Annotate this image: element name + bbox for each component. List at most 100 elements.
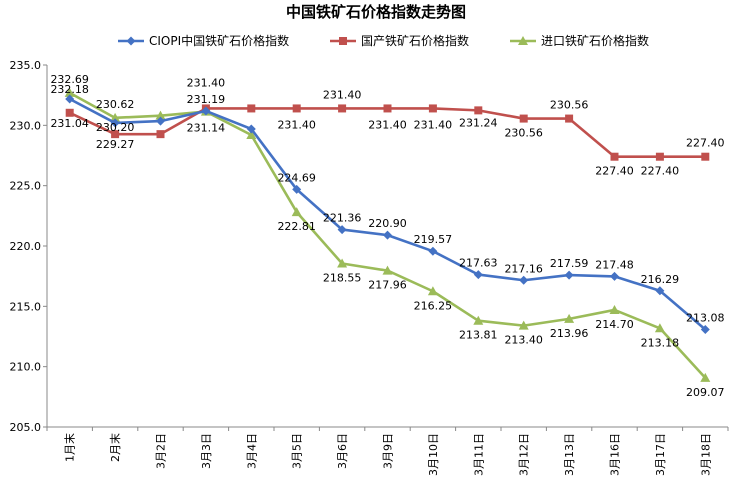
- x-tick-label: 3月6日: [336, 433, 349, 469]
- legend-item: CIOPI中国铁矿石价格指数: [118, 33, 289, 48]
- data-label: 214.70: [595, 318, 634, 331]
- data-label: 232.18: [50, 83, 89, 96]
- data-point: [564, 313, 575, 323]
- data-label: 230.56: [550, 99, 589, 112]
- data-label: 209.07: [686, 386, 725, 399]
- legend-item: 国产铁矿石价格指数: [330, 33, 469, 48]
- x-tick-label: 3月9日: [382, 433, 395, 469]
- y-tick-label: 235.0: [10, 59, 42, 72]
- data-label: 231.24: [459, 116, 498, 129]
- data-point: [564, 270, 574, 280]
- data-point: [428, 104, 437, 113]
- x-tick-label: 1月末: [63, 433, 77, 462]
- legend-label: 国产铁矿石价格指数: [361, 33, 469, 48]
- data-label: 231.40: [368, 118, 407, 131]
- data-label: 220.90: [368, 217, 407, 230]
- data-label: 231.04: [50, 117, 89, 130]
- data-point: [246, 129, 257, 139]
- data-label: 217.48: [595, 258, 634, 271]
- y-tick-label: 215.0: [10, 300, 42, 313]
- data-point: [700, 325, 710, 335]
- data-point: [518, 320, 529, 330]
- x-tick-label: 3月18日: [699, 433, 712, 476]
- data-point: [247, 104, 256, 113]
- data-label: 231.40: [277, 118, 316, 131]
- data-label: 227.40: [595, 165, 634, 178]
- x-tick-label: 3月16日: [609, 433, 622, 476]
- data-point: [337, 225, 347, 235]
- y-tick-label: 210.0: [10, 361, 42, 374]
- data-label: 230.20: [96, 121, 135, 134]
- x-tick-label: 2月末: [108, 433, 122, 462]
- data-label: 213.08: [686, 312, 725, 325]
- data-label: 213.40: [504, 334, 543, 347]
- data-label: 213.81: [459, 329, 498, 342]
- series-0: [65, 94, 710, 335]
- data-point: [428, 246, 438, 256]
- data-label: 217.59: [550, 257, 589, 270]
- data-label: 231.14: [187, 122, 226, 135]
- y-tick-label: 230.0: [10, 119, 42, 132]
- data-label: 219.57: [414, 233, 453, 246]
- data-point: [383, 104, 392, 113]
- data-point: [474, 106, 483, 115]
- chart-title: 中国铁矿石价格指数走势图: [286, 3, 466, 21]
- data-label: 213.18: [641, 336, 680, 349]
- data-point: [518, 36, 528, 45]
- x-tick-label: 3月2日: [155, 433, 168, 469]
- data-label: 227.40: [686, 137, 725, 150]
- data-point: [565, 114, 574, 123]
- legend-label: CIOPI中国铁矿石价格指数: [149, 33, 289, 48]
- x-tick-label: 3月10日: [427, 433, 440, 476]
- data-point: [337, 258, 348, 268]
- data-label: 231.40: [323, 88, 362, 101]
- data-point: [110, 118, 120, 128]
- data-point: [519, 114, 528, 123]
- data-point: [339, 37, 347, 45]
- axes: 205.0 210.0 215.0 220.0 225.0 230.0 235.0 1月末 2月…: [10, 59, 729, 476]
- data-point: [64, 87, 75, 97]
- data-label: 227.40: [641, 165, 680, 178]
- legend-label: 进口铁矿石价格指数: [541, 33, 649, 48]
- data-point: [655, 286, 665, 296]
- data-label: 222.81: [277, 220, 316, 233]
- data-point: [156, 116, 165, 126]
- data-point: [654, 323, 665, 333]
- series-group: [64, 87, 711, 382]
- data-point: [110, 112, 121, 122]
- x-tick-label: 3月11日: [472, 433, 485, 476]
- y-tick-label: 205.0: [10, 421, 42, 434]
- data-label: 213.96: [550, 327, 589, 340]
- x-tick-label: 3月12日: [518, 433, 531, 476]
- data-label: 216.25: [414, 299, 453, 312]
- data-point: [382, 265, 393, 275]
- x-tick-label: 3月17日: [654, 433, 667, 476]
- data-point: [610, 271, 619, 281]
- data-point: [111, 130, 120, 139]
- legend-item: 进口铁矿石价格指数: [510, 33, 649, 48]
- data-point: [427, 286, 438, 296]
- data-label: 231.40: [414, 118, 453, 131]
- data-point: [155, 110, 166, 120]
- x-tick-label: 3月4日: [245, 433, 258, 469]
- data-point: [292, 184, 302, 194]
- data-point: [201, 106, 211, 116]
- data-label: 217.16: [504, 262, 543, 275]
- series-1: [65, 104, 710, 161]
- data-point: [126, 36, 136, 46]
- series-line: [69, 97, 707, 331]
- data-label: 217.96: [368, 279, 407, 292]
- data-point: [291, 207, 302, 217]
- data-point: [338, 104, 347, 113]
- data-point: [519, 275, 529, 285]
- data-point: [65, 108, 74, 117]
- x-tick-label: 3月5日: [291, 433, 304, 469]
- data-point: [292, 104, 301, 113]
- series-2: [64, 87, 711, 382]
- x-tick-label: 3月3日: [200, 433, 213, 469]
- data-label: 217.63: [459, 257, 498, 270]
- data-point: [701, 152, 710, 161]
- data-labels: 232.18 230.20 231.19 224.69 221.36 220.90 219.…: [50, 73, 724, 399]
